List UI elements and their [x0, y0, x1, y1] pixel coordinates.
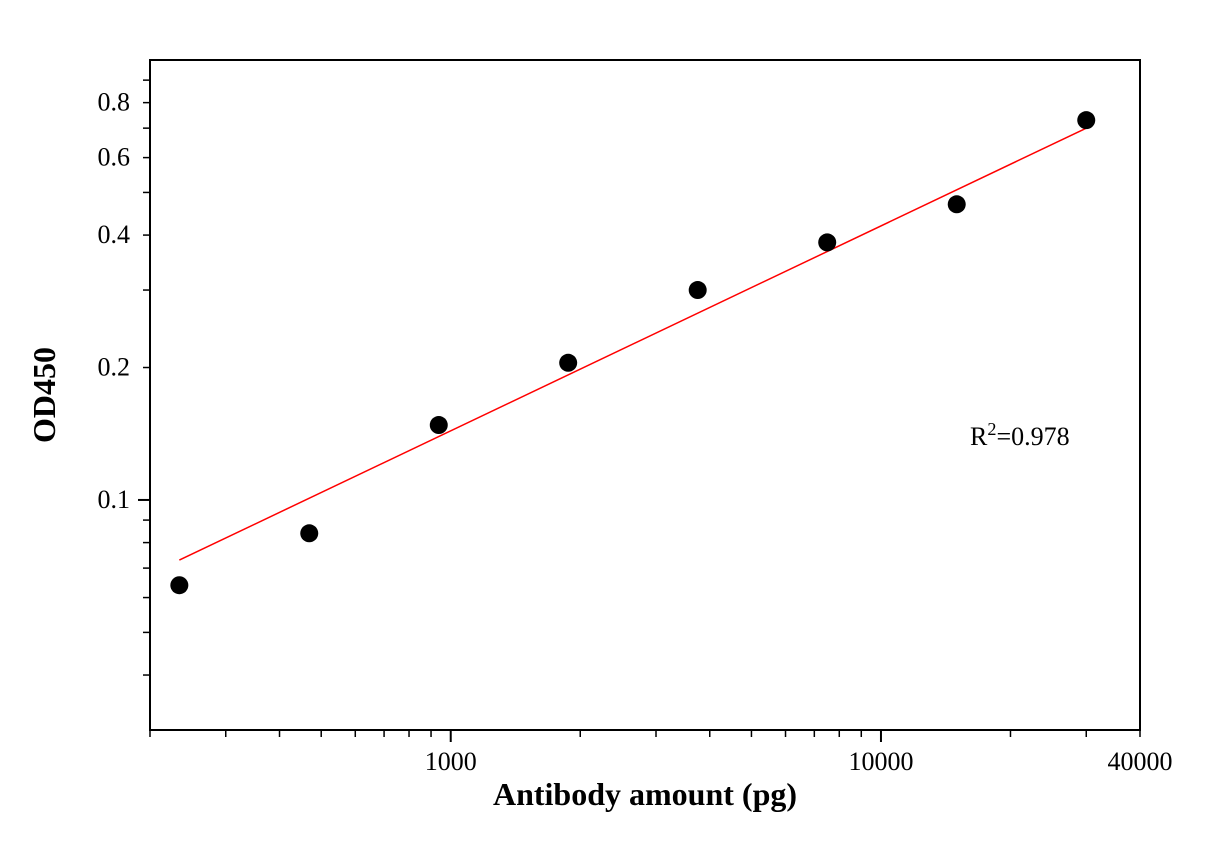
x-tick-label: 40000 [1108, 747, 1173, 776]
regression-line [179, 128, 1086, 560]
r-squared-annotation: R2=0.978 [970, 419, 1070, 451]
data-point [818, 233, 836, 251]
x-tick-label: 10000 [848, 747, 913, 776]
scatter-chart: 1000 10000 40000 0.1 0.2 0.4 0.6 0.8 Antibody am… [0, 0, 1205, 866]
data-point [1077, 111, 1095, 129]
data-point [170, 576, 188, 594]
y-tick-label: 0.1 [98, 485, 131, 514]
y-axis-label: OD450 [26, 347, 62, 443]
y-tick-label: 0.8 [98, 88, 131, 117]
data-point [948, 195, 966, 213]
y-tick-label: 0.2 [98, 353, 131, 382]
x-tick-label: 1000 [425, 747, 477, 776]
y-tick-label: 0.6 [98, 143, 131, 172]
data-point [300, 524, 318, 542]
y-tick-label: 0.4 [98, 220, 131, 249]
data-point [559, 354, 577, 372]
x-axis-label: Antibody amount (pg) [493, 776, 797, 812]
plot-frame [150, 60, 1140, 730]
chart-container: 1000 10000 40000 0.1 0.2 0.4 0.6 0.8 Antibody am… [0, 0, 1205, 866]
data-point [430, 416, 448, 434]
data-point [689, 281, 707, 299]
